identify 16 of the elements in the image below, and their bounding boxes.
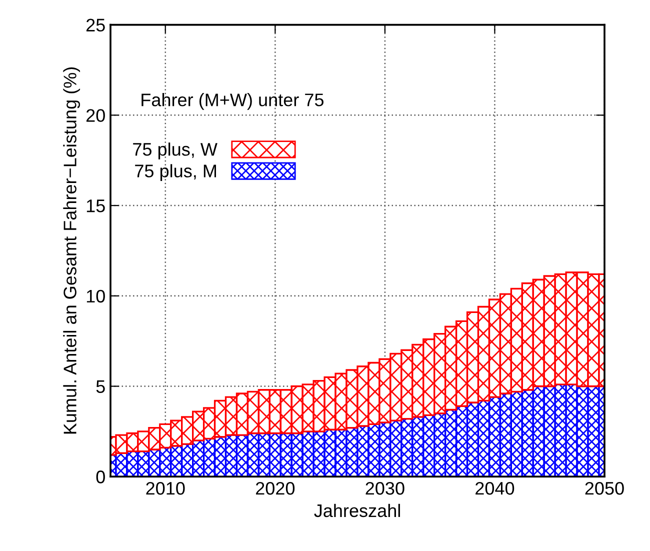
x-tick-label: 2050 bbox=[585, 482, 624, 495]
legend-label: 75 plus, M bbox=[135, 164, 216, 181]
y-tick-label: 10 bbox=[86, 290, 105, 303]
y-tick-label: 15 bbox=[86, 200, 105, 212]
x-axis-title: Jahreszahl bbox=[314, 504, 400, 518]
x-tick-label: 2020 bbox=[256, 482, 295, 495]
y-tick-label: 5 bbox=[96, 380, 105, 393]
x-tick-label: 2010 bbox=[146, 482, 185, 495]
x-tick-label: 2030 bbox=[366, 482, 404, 495]
x-tick-label: 2040 bbox=[476, 482, 514, 495]
legend-label: 75 plus, W bbox=[133, 142, 218, 160]
y-tick-label: 20 bbox=[86, 109, 105, 122]
y-tick-label: 0 bbox=[96, 470, 105, 484]
y-tick-label: 25 bbox=[86, 18, 105, 32]
annotation: Fahrer (M+W) unter 75 bbox=[142, 93, 324, 110]
y-axis-title: Kumul. Anteil an Gesamt Fahrer−Leistung (%) bbox=[63, 67, 80, 434]
